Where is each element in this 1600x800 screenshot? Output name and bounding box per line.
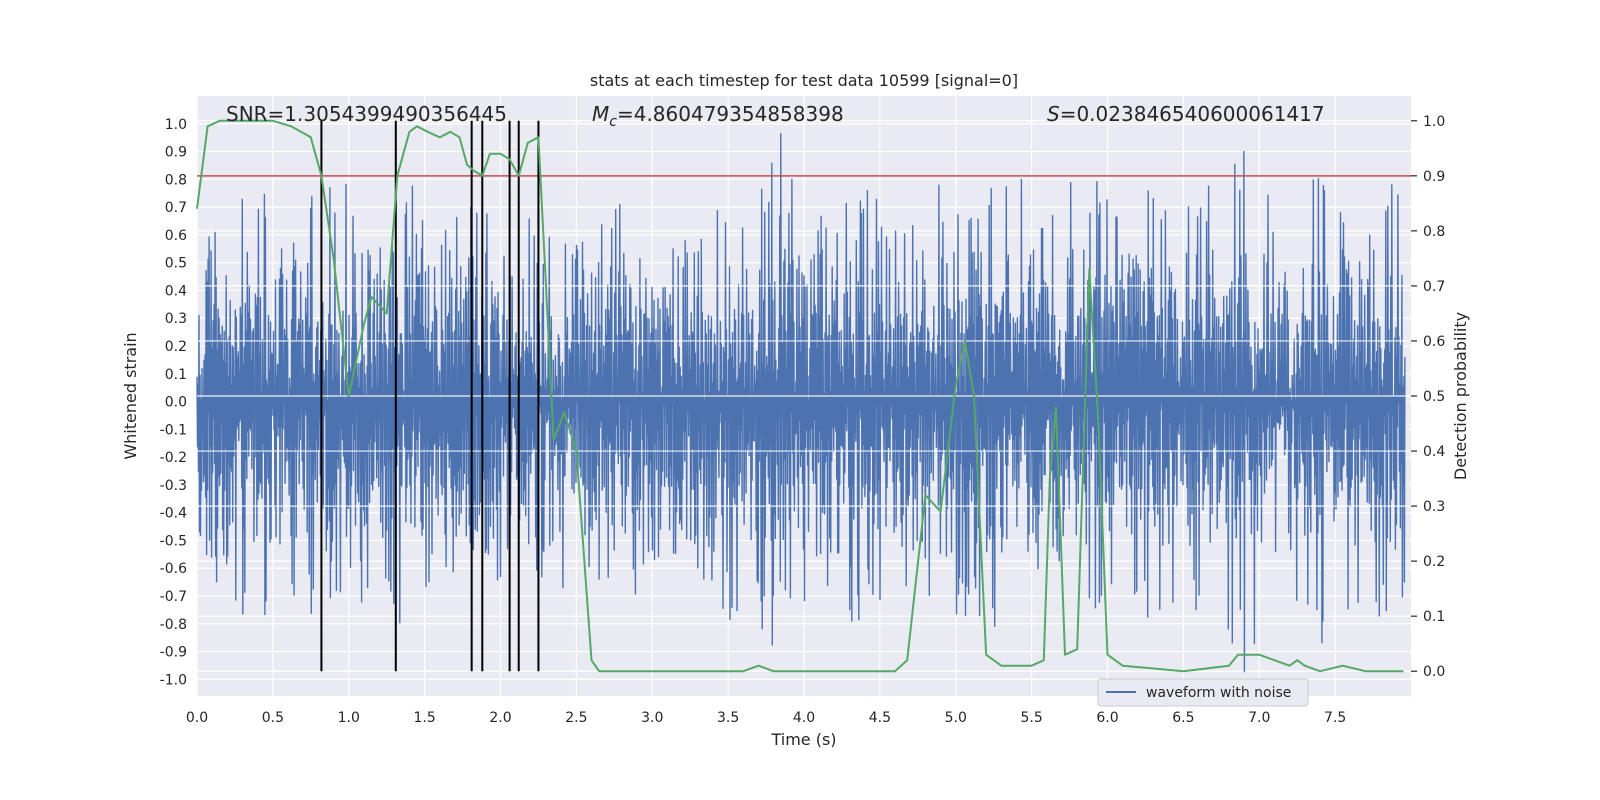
y2-axis-label: Detection probability: [1451, 312, 1470, 480]
s-value: =0.023846540600061417: [1060, 102, 1325, 126]
y-tick-label: 0.1: [165, 367, 187, 383]
x-axis-label: Time (s): [770, 730, 836, 749]
y2-tick-label: 0.9: [1423, 169, 1445, 185]
mc-value: =4.860479354858398: [617, 102, 844, 126]
y-tick-label: 0.0: [165, 395, 187, 411]
y-axis-label: Whitened strain: [121, 332, 140, 459]
detection-markers: [320, 120, 540, 672]
y-tick-label: 0.4: [165, 283, 187, 299]
chirp-mass-annotation: Mc=4.860479354858398: [592, 102, 844, 130]
x-tick-label: 4.5: [869, 710, 891, 726]
y-tick-label: -0.7: [160, 589, 187, 605]
x-tick-label: 4.0: [793, 710, 815, 726]
y-tick-label: -0.1: [160, 422, 187, 438]
y-tick-label: 0.5: [165, 256, 187, 272]
legend-label: waveform with noise: [1146, 685, 1291, 701]
y2-tick-label: 0.6: [1423, 334, 1445, 350]
x-tick-label: 7.0: [1248, 710, 1270, 726]
s-annotation: S=0.023846540600061417: [1047, 102, 1325, 126]
chart-title: stats at each timestep for test data 105…: [590, 71, 1018, 90]
x-tick-label: 0.0: [186, 710, 208, 726]
y-tick-label: -0.2: [160, 450, 187, 466]
y2-tick-label: 1.0: [1423, 114, 1445, 130]
x-tick-label: 3.5: [717, 710, 739, 726]
y-tick-label: -0.8: [160, 617, 187, 633]
x-tick-label: 2.5: [565, 710, 587, 726]
y2-tick-label: 0.8: [1423, 224, 1445, 240]
y2-tick-label: 0.7: [1423, 279, 1445, 295]
y-tick-label: 1.0: [165, 117, 187, 133]
detection-probability-line: [196, 119, 1404, 673]
y-tick-label: -0.3: [160, 478, 187, 494]
y2-tick-label: 0.4: [1423, 444, 1445, 460]
y2-tick-label: 0.2: [1423, 554, 1445, 570]
mc-subscript: c: [609, 114, 617, 130]
x-tick-label: 5.5: [1020, 710, 1042, 726]
y2-tick-label: 0.0: [1423, 664, 1445, 680]
x-tick-label: 0.5: [262, 710, 284, 726]
y-tick-label: -0.4: [160, 506, 187, 522]
waveform-line: [196, 132, 1406, 673]
x-tick-label: 1.0: [338, 710, 360, 726]
y-tick-label: 0.6: [165, 228, 187, 244]
waveform-with-noise-series: [196, 132, 1411, 673]
y-tick-label: 0.9: [165, 145, 187, 161]
detection-probability-series: [196, 119, 1404, 673]
x-tick-label: 6.5: [1172, 710, 1194, 726]
y-tick-label: 0.2: [165, 339, 187, 355]
y-axis-ticks: -1.0 -0.9 -0.8 -0.7 -0.6 -0.5 -0.4 -0.3 -0.2 -0.1…: [160, 117, 187, 689]
y-tick-label: -0.9: [160, 645, 187, 661]
legend: waveform with noise: [1097, 678, 1309, 707]
y-tick-label: 0.7: [165, 200, 187, 216]
y2-tick-label: 0.5: [1423, 389, 1445, 405]
s-symbol: S: [1047, 102, 1060, 126]
y-tick-label: 0.8: [165, 172, 187, 188]
x-tick-label: 2.0: [489, 710, 511, 726]
y-tick-label: 0.3: [165, 311, 187, 327]
x-tick-label: 7.5: [1324, 710, 1346, 726]
x-tick-label: 5.0: [945, 710, 967, 726]
y-tick-label: -0.6: [160, 561, 187, 577]
y2-tick-label: 0.3: [1423, 499, 1445, 515]
y-tick-label: -0.5: [160, 533, 187, 549]
legend-box: [1097, 678, 1309, 707]
y2-axis-ticks: 0.0 0.1 0.2 0.3 0.4 0.5 0.6 0.7 0.8 0.9 1.0: [1411, 114, 1445, 680]
x-tick-label: 1.5: [413, 710, 435, 726]
y-tick-label: -1.0: [160, 672, 187, 688]
x-tick-label: 3.0: [641, 710, 663, 726]
x-tick-label: 6.0: [1096, 710, 1118, 726]
mc-symbol: M: [592, 102, 609, 126]
snr-annotation: SNR=1.3054399490356445: [226, 102, 507, 126]
x-axis-ticks: 0.0 0.5 1.0 1.5 2.0 2.5 3.0 3.5 4.0 4.5 5.0 5.5 6.0 6…: [186, 710, 1346, 726]
y2-tick-label: 0.1: [1423, 609, 1445, 625]
